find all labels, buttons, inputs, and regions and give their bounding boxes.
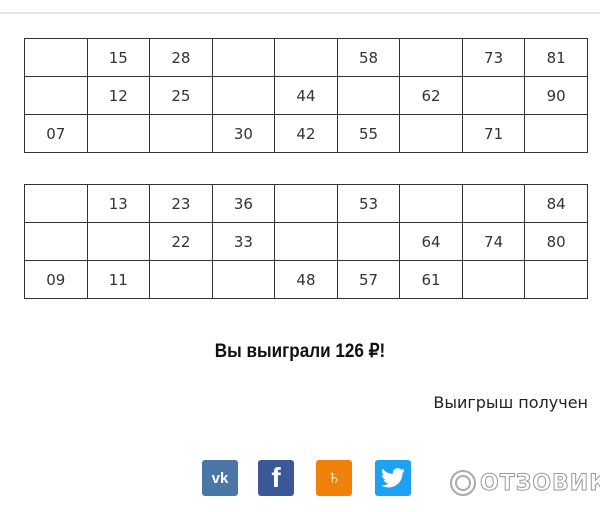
ticket-cell: 15 <box>86 38 151 77</box>
ticket-row: 22 33 64 74 80 <box>24 222 588 261</box>
odnoklassniki-icon: ♄ <box>326 466 342 489</box>
ticket-row: 13 23 36 53 84 <box>24 184 588 223</box>
ticket-row: 07 30 42 55 71 <box>24 114 588 153</box>
vk-icon: vk <box>211 469 229 487</box>
share-odnoklassniki-button[interactable]: ♄ <box>316 460 352 496</box>
ticket-row: 15 28 58 73 81 <box>24 38 588 77</box>
ticket-cell: 44 <box>274 76 338 115</box>
ticket-cell: 42 <box>274 114 338 153</box>
ticket-cell: 11 <box>86 260 151 299</box>
lottery-ticket-2: 13 23 36 53 84 22 33 64 74 80 09 11 48 57 61 <box>24 184 588 299</box>
ticket-cell <box>461 260 526 299</box>
divider <box>0 12 600 14</box>
otzovik-logo-icon <box>450 470 476 496</box>
ticket-cell <box>149 114 213 153</box>
ticket-cell <box>274 222 338 261</box>
ticket-cell: 62 <box>399 76 463 115</box>
ticket-cell: 07 <box>24 114 88 153</box>
ticket-cell: 13 <box>86 184 151 223</box>
ticket-row: 09 11 48 57 61 <box>24 260 588 299</box>
ticket-cell: 22 <box>149 222 213 261</box>
ticket-cell: 71 <box>461 114 526 153</box>
ticket-cell: 53 <box>336 184 401 223</box>
win-status: Выигрыш получен <box>433 393 588 412</box>
ticket-cell: 30 <box>211 114 276 153</box>
ticket-cell: 58 <box>336 38 401 77</box>
ticket-cell: 48 <box>274 260 338 299</box>
ticket-cell: 28 <box>149 38 213 77</box>
ticket-cell <box>524 114 588 153</box>
ticket-cell <box>24 76 88 115</box>
ticket-cell: 57 <box>336 260 401 299</box>
ticket-cell <box>211 38 276 77</box>
ticket-cell: 55 <box>336 114 401 153</box>
ticket-cell <box>24 222 88 261</box>
twitter-icon <box>381 468 405 488</box>
ticket-cell <box>274 38 338 77</box>
ticket-cell: 25 <box>149 76 213 115</box>
ticket-cell <box>336 222 401 261</box>
ticket-cell: 90 <box>524 76 588 115</box>
ticket-cell: 84 <box>524 184 588 223</box>
ticket-cell: 80 <box>524 222 588 261</box>
ticket-cell <box>211 260 276 299</box>
ticket-cell <box>24 38 88 77</box>
ticket-cell: 73 <box>461 38 526 77</box>
otzovik-watermark: ОТЗОВИК <box>450 470 600 496</box>
lottery-ticket-1: 15 28 58 73 81 12 25 44 62 90 07 30 42 55 71 <box>24 38 588 153</box>
share-vk-button[interactable]: vk <box>202 460 238 496</box>
ticket-cell <box>399 114 463 153</box>
ticket-cell: 09 <box>24 260 88 299</box>
ticket-row: 12 25 44 62 90 <box>24 76 588 115</box>
ticket-cell: 12 <box>86 76 151 115</box>
ticket-cell <box>461 184 526 223</box>
ticket-cell: 61 <box>399 260 463 299</box>
ticket-cell <box>86 222 151 261</box>
ticket-cell <box>274 184 338 223</box>
ticket-cell <box>336 76 401 115</box>
share-facebook-button[interactable]: f <box>258 460 294 496</box>
ticket-cell: 33 <box>211 222 276 261</box>
share-twitter-button[interactable] <box>375 460 411 496</box>
ticket-cell: 81 <box>524 38 588 77</box>
ticket-cell <box>24 184 88 223</box>
win-message: Вы выиграли 126 ₽! <box>214 341 386 362</box>
ticket-cell <box>461 76 526 115</box>
ticket-cell: 36 <box>211 184 276 223</box>
ticket-cell <box>399 38 463 77</box>
ticket-cell: 23 <box>149 184 213 223</box>
facebook-icon: f <box>271 462 281 493</box>
ticket-cell <box>211 76 276 115</box>
ticket-cell <box>86 114 151 153</box>
ticket-cell <box>399 184 463 223</box>
ticket-cell <box>524 260 588 299</box>
ticket-cell: 64 <box>399 222 463 261</box>
ticket-cell <box>149 260 213 299</box>
ticket-cell: 74 <box>461 222 526 261</box>
